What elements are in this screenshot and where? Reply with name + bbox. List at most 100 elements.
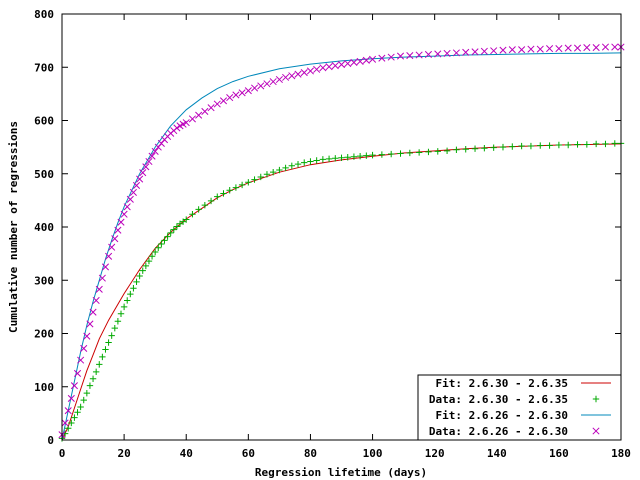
data-point <box>282 164 289 172</box>
data-point <box>139 267 146 274</box>
y-tick-label: 600 <box>34 115 54 128</box>
data-point <box>201 201 209 209</box>
data-point <box>226 94 234 102</box>
data-point <box>387 53 395 61</box>
data-point <box>68 419 75 427</box>
data-point <box>114 226 122 234</box>
data-point <box>573 44 582 52</box>
data-point <box>111 235 119 243</box>
data-point <box>527 142 535 150</box>
legend-swatch-marker <box>592 427 600 435</box>
data-point <box>331 62 339 70</box>
data-point <box>105 339 112 346</box>
data-point <box>111 324 118 332</box>
data-point <box>499 46 507 54</box>
data-point <box>490 144 497 151</box>
data-point <box>95 285 103 293</box>
data-point <box>86 320 94 328</box>
data-point <box>70 382 78 390</box>
data-point <box>155 244 162 251</box>
data-point <box>250 84 259 92</box>
data-point <box>89 308 97 316</box>
data-point <box>350 58 358 67</box>
data-point <box>415 51 423 59</box>
data-point <box>313 65 321 73</box>
data-point <box>219 97 228 105</box>
x-tick-label: 40 <box>180 447 193 460</box>
data-point <box>397 150 404 157</box>
data-point <box>452 49 460 57</box>
data-point <box>257 173 264 181</box>
data-point <box>337 61 346 69</box>
data-point <box>481 144 488 152</box>
series-0 <box>61 143 622 441</box>
data-point <box>173 223 181 230</box>
data-point <box>275 75 283 84</box>
data-point <box>499 143 507 151</box>
data-point <box>195 111 203 119</box>
data-point <box>129 188 137 196</box>
legend-label: Fit: 2.6.26 - 2.6.30 <box>436 409 568 422</box>
x-tick-label: 0 <box>59 447 66 460</box>
data-point <box>453 146 460 153</box>
data-point <box>201 107 209 116</box>
data-point <box>369 151 376 159</box>
data-point <box>269 168 277 176</box>
data-point <box>145 257 153 265</box>
data-point <box>443 147 451 155</box>
data-point <box>232 184 240 191</box>
data-point <box>86 382 94 389</box>
data-point <box>424 50 433 59</box>
data-point <box>214 193 221 200</box>
x-tick-label: 160 <box>549 447 569 460</box>
data-point <box>189 211 196 218</box>
data-point <box>124 297 131 304</box>
data-point <box>123 203 131 211</box>
data-point <box>102 346 109 353</box>
data-point <box>158 240 165 248</box>
data-point <box>213 100 221 108</box>
x-tick-label: 80 <box>304 447 317 460</box>
data-point <box>338 154 345 161</box>
legend-swatch-marker <box>592 395 600 403</box>
data-point <box>508 46 516 54</box>
data-point <box>96 361 103 368</box>
data-point <box>83 332 91 340</box>
y-tick-label: 100 <box>34 381 54 394</box>
y-tick-label: 0 <box>47 434 54 447</box>
data-point <box>425 148 432 156</box>
data-point <box>378 151 386 158</box>
data-point <box>378 54 386 62</box>
data-point <box>276 166 283 174</box>
data-point <box>83 389 91 397</box>
y-tick-label: 300 <box>34 274 54 287</box>
data-point <box>226 187 233 194</box>
data-point <box>80 344 88 352</box>
data-point <box>114 318 122 325</box>
data-point <box>77 356 85 364</box>
data-point <box>99 353 106 361</box>
data-point <box>601 43 610 51</box>
data-point <box>232 91 240 99</box>
data-point <box>108 332 115 339</box>
data-point <box>325 155 333 163</box>
data-point <box>583 141 591 148</box>
data-point <box>546 45 554 53</box>
data-point <box>362 56 370 64</box>
legend-label: Data: 2.6.30 - 2.6.35 <box>429 393 568 406</box>
data-point <box>294 70 302 78</box>
data-point <box>164 233 171 240</box>
data-point <box>344 59 352 68</box>
data-point <box>127 290 134 298</box>
data-point <box>300 69 308 77</box>
x-tick-label: 140 <box>487 447 507 460</box>
data-point <box>564 44 572 52</box>
data-point <box>294 160 302 168</box>
data-point <box>306 67 314 75</box>
data-point <box>238 89 246 97</box>
y-tick-label: 700 <box>34 61 54 74</box>
data-point <box>480 47 488 55</box>
data-point <box>288 162 296 169</box>
data-point <box>188 115 196 123</box>
